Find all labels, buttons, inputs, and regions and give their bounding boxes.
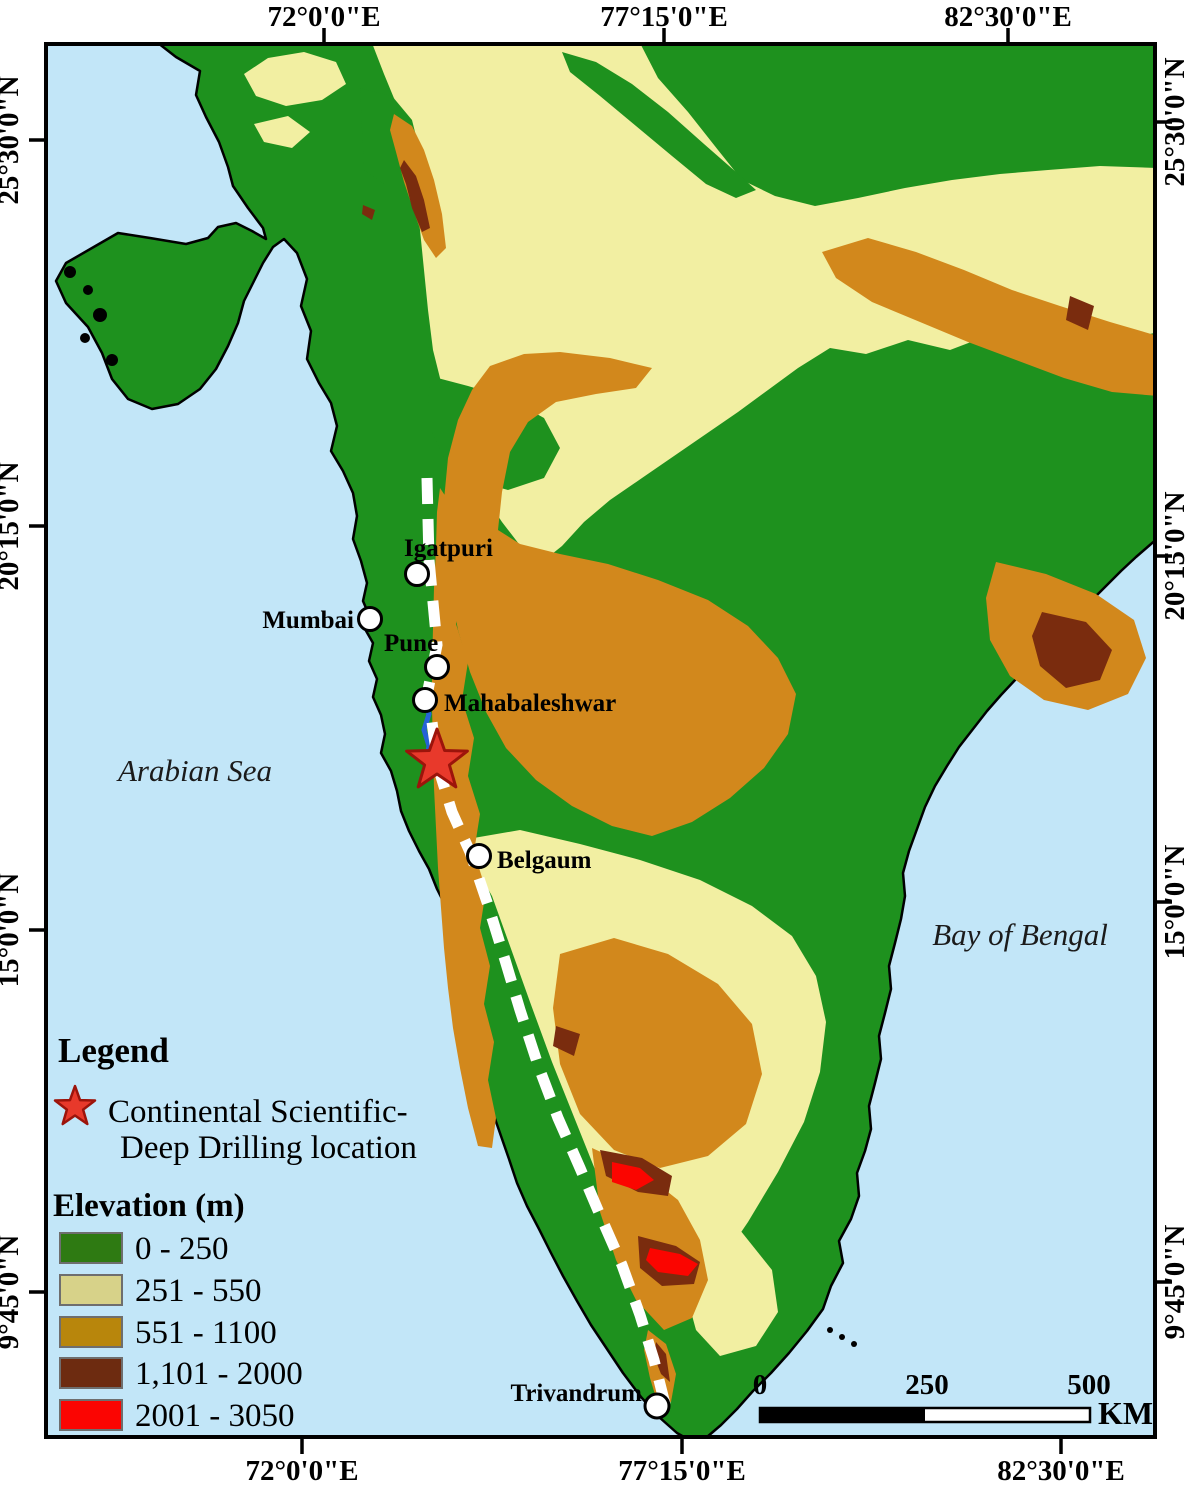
legend-swatch-1101-2000 xyxy=(59,1357,123,1389)
city-label-igatpuri: Igatpuri xyxy=(404,535,493,562)
arabian-sea-label: Arabian Sea xyxy=(116,753,272,788)
legend-swatch-2001-3050 xyxy=(59,1399,123,1431)
legend-drill-line2: Deep Drilling location xyxy=(120,1130,417,1166)
city-layer: Igatpuri Mumbai Pune Mahabaleshwar Belga… xyxy=(262,535,671,1420)
axis-right-2530N: 25°30'0"N xyxy=(1159,57,1191,186)
scale-tick-250: 250 xyxy=(905,1369,949,1401)
city-marker-trivandrum xyxy=(643,1392,671,1420)
map-raster xyxy=(44,42,1157,1439)
legend-range-0-250: 0 - 250 xyxy=(135,1231,229,1267)
city-label-trivandrum: Trivandrum xyxy=(511,1380,643,1407)
axis-bottom-72E: 72°0'0"E xyxy=(245,1455,358,1486)
scale-tick-500: 500 xyxy=(1067,1369,1111,1401)
axis-left-945N: 9°45'0"N xyxy=(0,1235,25,1350)
legend-swatch-0-250 xyxy=(59,1232,123,1264)
drill-site-star-icon xyxy=(405,727,469,789)
scale-bar: 0 250 500 KM xyxy=(753,1369,1153,1431)
legend: Legend Continental Scientific- Deep Dril… xyxy=(53,1031,417,1434)
legend-range-2001-3050: 2001 - 3050 xyxy=(135,1398,295,1434)
axis-left-2015N: 20°15'0"N xyxy=(0,461,25,590)
bay-of-bengal-label: Bay of Bengal xyxy=(932,917,1108,952)
legend-elevation-classes: 0 - 250 251 - 550 551 - 1100 1,101 - 200… xyxy=(59,1231,303,1434)
legend-range-551-1100: 551 - 1100 xyxy=(135,1315,277,1351)
axis-top-7715E: 77°15'0"E xyxy=(600,1,728,33)
scale-bar-filled-half xyxy=(760,1408,925,1422)
legend-swatch-251-550 xyxy=(59,1274,123,1306)
city-marker-belgaum xyxy=(466,843,492,869)
city-marker-mahabaleshwar xyxy=(412,687,438,713)
legend-swatch-551-1100 xyxy=(59,1316,123,1348)
legend-star-icon xyxy=(53,1084,97,1126)
city-label-belgaum: Belgaum xyxy=(497,847,592,874)
axis-right-150N: 15°0'0"N xyxy=(1159,845,1191,960)
scale-tick-0: 0 xyxy=(753,1369,768,1401)
axis-right-945N: 9°45'0"N xyxy=(1159,1225,1191,1340)
axis-right-2015N: 20°15'0"N xyxy=(1159,491,1191,620)
city-label-pune: Pune xyxy=(384,630,438,657)
legend-range-251-550: 251 - 550 xyxy=(135,1273,262,1309)
city-marker-pune xyxy=(424,654,450,680)
axis-left-2530N: 25°30'0"N xyxy=(0,75,25,204)
legend-range-1101-2000: 1,101 - 2000 xyxy=(135,1356,303,1392)
city-marker-igatpuri xyxy=(404,561,430,587)
elevation-2001-3050-patches xyxy=(612,1162,698,1276)
legend-elevation-title: Elevation (m) xyxy=(53,1188,245,1224)
axis-left-150N: 15°0'0"N xyxy=(0,873,25,988)
axis-top-8230E: 82°30'0"E xyxy=(944,1,1072,33)
city-marker-mumbai xyxy=(357,606,383,632)
axis-bottom-8230E: 82°30'0"E xyxy=(997,1455,1125,1486)
axis-bottom-7715E: 77°15'0"E xyxy=(618,1455,746,1486)
scale-unit-label: KM xyxy=(1098,1395,1153,1431)
city-label-mumbai: Mumbai xyxy=(262,607,354,634)
city-label-mahabaleshwar: Mahabaleshwar xyxy=(444,690,616,717)
coastal-islets xyxy=(64,266,857,1347)
legend-title: Legend xyxy=(58,1031,169,1070)
axis-top-72E: 72°0'0"E xyxy=(267,1,380,33)
map-border xyxy=(44,42,1157,1439)
legend-drill-line1: Continental Scientific- xyxy=(108,1094,408,1130)
